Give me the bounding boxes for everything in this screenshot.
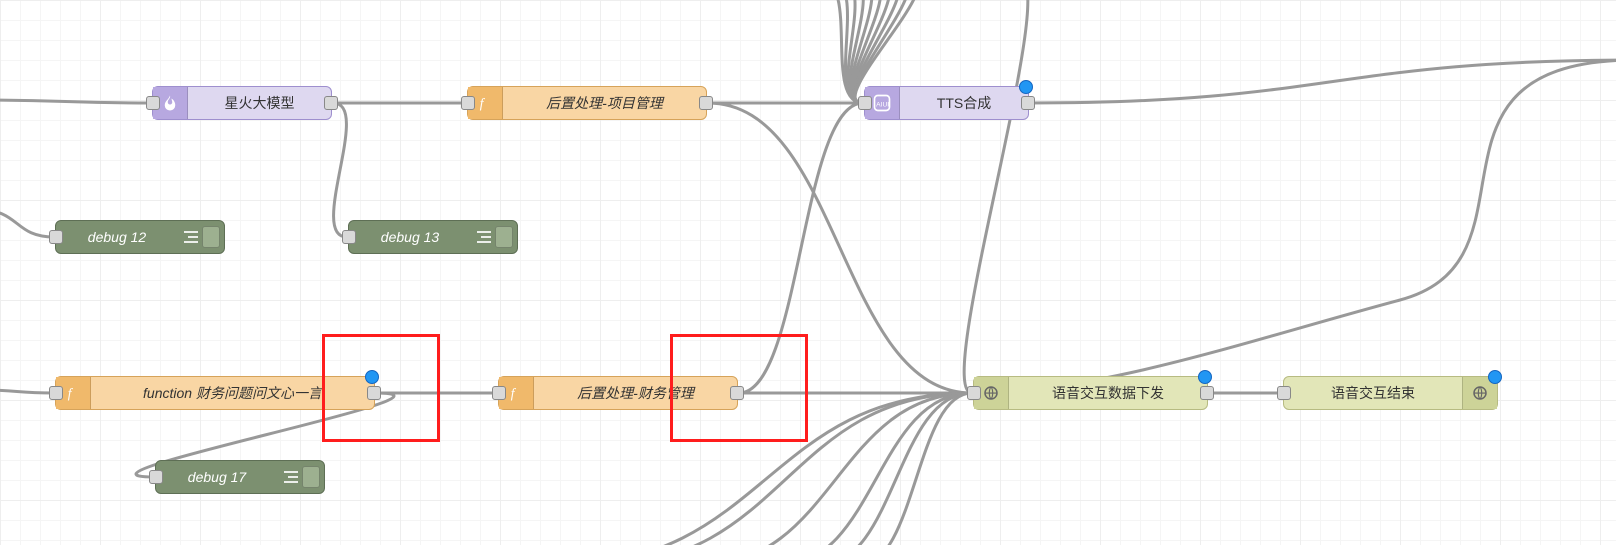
port-out[interactable] <box>1021 96 1035 110</box>
debug-toggle[interactable] <box>495 226 513 248</box>
status-dot <box>1198 370 1212 384</box>
port-out[interactable] <box>324 96 338 110</box>
node-post-finance[interactable]: f 后置处理-财务管理 <box>498 376 738 410</box>
node-debug-13[interactable]: debug 13 <box>348 220 518 254</box>
node-tts[interactable]: AIUI TTS合成 <box>864 86 1029 120</box>
node-label: 语音交互数据下发 <box>1009 377 1207 409</box>
node-label: debug 12 <box>56 221 178 253</box>
status-dot <box>1488 370 1502 384</box>
node-label: function 财务问题问文心一言 <box>91 377 374 409</box>
flow-canvas[interactable]: 星火大模型 f 后置处理-项目管理 AIUI TTS合成 debug 12 de… <box>0 0 1616 545</box>
node-fn-finance[interactable]: f function 财务问题问文心一言 <box>55 376 375 410</box>
debug-toggle[interactable] <box>302 466 320 488</box>
node-label: 星火大模型 <box>188 87 331 119</box>
node-label: 后置处理-财务管理 <box>534 377 737 409</box>
port-in[interactable] <box>342 230 356 244</box>
node-voice-end[interactable]: 语音交互结束 <box>1283 376 1498 410</box>
port-out[interactable] <box>730 386 744 400</box>
port-in[interactable] <box>149 470 163 484</box>
node-voice-send[interactable]: 语音交互数据下发 <box>973 376 1208 410</box>
debug-bars-icon <box>471 221 495 253</box>
node-label: 语音交互结束 <box>1284 377 1462 409</box>
debug-bars-icon <box>278 461 302 493</box>
node-label: debug 17 <box>156 461 278 493</box>
svg-text:f: f <box>511 386 517 401</box>
debug-toggle[interactable] <box>202 226 220 248</box>
node-label: 后置处理-项目管理 <box>503 87 706 119</box>
svg-text:AIUI: AIUI <box>876 101 889 108</box>
status-dot <box>365 370 379 384</box>
port-in[interactable] <box>49 230 63 244</box>
port-in[interactable] <box>858 96 872 110</box>
port-in[interactable] <box>1277 386 1291 400</box>
port-in[interactable] <box>146 96 160 110</box>
port-out[interactable] <box>699 96 713 110</box>
node-label: TTS合成 <box>900 87 1028 119</box>
node-post-project[interactable]: f 后置处理-项目管理 <box>467 86 707 120</box>
port-in[interactable] <box>461 96 475 110</box>
node-spark-llm[interactable]: 星火大模型 <box>152 86 332 120</box>
port-in[interactable] <box>492 386 506 400</box>
node-debug-17[interactable]: debug 17 <box>155 460 325 494</box>
port-in[interactable] <box>49 386 63 400</box>
svg-text:f: f <box>480 96 486 111</box>
node-label: debug 13 <box>349 221 471 253</box>
port-out[interactable] <box>1200 386 1214 400</box>
port-out[interactable] <box>367 386 381 400</box>
svg-text:f: f <box>68 386 74 401</box>
debug-bars-icon <box>178 221 202 253</box>
node-debug-12[interactable]: debug 12 <box>55 220 225 254</box>
status-dot <box>1019 80 1033 94</box>
port-in[interactable] <box>967 386 981 400</box>
